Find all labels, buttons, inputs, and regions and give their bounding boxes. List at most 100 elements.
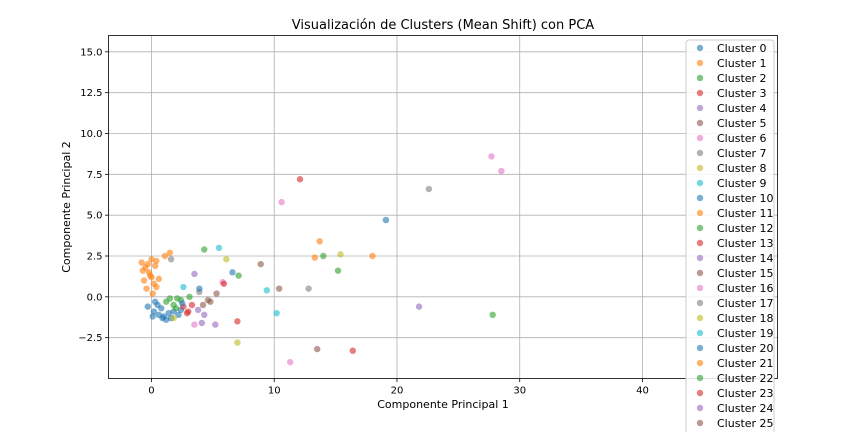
legend-marker xyxy=(696,359,704,367)
data-point xyxy=(178,300,186,307)
data-point xyxy=(425,185,433,193)
data-point xyxy=(213,290,220,297)
legend-entry: Cluster 3 xyxy=(717,87,767,100)
legend-marker xyxy=(696,164,704,172)
legend-entry: Cluster 6 xyxy=(717,132,767,145)
y-tick-label: 15.0 xyxy=(80,47,102,58)
data-point xyxy=(234,339,241,346)
data-point xyxy=(201,246,208,253)
data-point xyxy=(151,262,159,269)
axis-ticks: 0 10 20 30 40 −2.5 0.0 2.5 5.0 7.5 10.0 12.5 15.0 xyxy=(78,47,649,396)
legend-marker xyxy=(696,104,704,112)
data-point xyxy=(263,287,271,294)
legend-box xyxy=(685,39,775,432)
data-point xyxy=(234,318,241,325)
legend-entry: Cluster 4 xyxy=(717,102,767,115)
y-tick-label: 2.5 xyxy=(87,252,103,263)
data-point xyxy=(257,260,264,268)
data-point xyxy=(334,267,342,274)
legend-entry: Cluster 15 xyxy=(717,267,774,280)
data-point xyxy=(154,301,161,309)
data-point xyxy=(235,272,242,279)
data-point xyxy=(153,283,160,291)
data-point xyxy=(174,295,181,302)
data-point xyxy=(369,252,376,260)
data-point xyxy=(313,345,321,353)
legend: Cluster 0 Cluster 1 Cluster 2 Cluster 3 Clus… xyxy=(685,39,775,432)
legend-marker xyxy=(696,344,704,352)
legend-marker xyxy=(696,374,704,382)
data-point xyxy=(320,252,327,260)
data-point xyxy=(166,249,174,256)
y-tick-label: 12.5 xyxy=(80,88,102,99)
data-point xyxy=(183,309,191,317)
data-point xyxy=(223,256,230,263)
legend-entry: Cluster 24 xyxy=(717,402,774,415)
data-point xyxy=(175,311,182,318)
data-point xyxy=(196,285,203,292)
grid-lines xyxy=(108,35,778,379)
data-point xyxy=(337,251,344,258)
legend-marker xyxy=(696,44,704,52)
legend-marker xyxy=(696,284,704,292)
y-tick-label: 10.0 xyxy=(80,129,102,140)
legend-entry: Cluster 16 xyxy=(717,282,774,295)
legend-entry: Cluster 5 xyxy=(717,117,767,130)
data-point xyxy=(144,260,151,268)
data-point xyxy=(488,153,495,160)
legend-entry: Cluster 13 xyxy=(717,237,774,250)
legend-entry: Cluster 17 xyxy=(717,297,774,310)
x-tick-label: 10 xyxy=(268,386,281,397)
data-point xyxy=(170,314,177,322)
data-point xyxy=(316,238,323,245)
data-point xyxy=(415,303,423,310)
data-point xyxy=(498,167,505,175)
legend-marker xyxy=(696,269,704,277)
legend-entry: Cluster 11 xyxy=(717,207,774,220)
legend-marker xyxy=(696,419,704,427)
y-axis-label: Componente Principal 2 xyxy=(60,141,73,273)
data-point xyxy=(215,244,223,252)
data-point xyxy=(149,313,156,320)
legend-entry: Cluster 10 xyxy=(717,192,774,205)
chart-title: Visualización de Clusters (Mean Shift) c… xyxy=(292,18,594,33)
data-point xyxy=(212,321,219,328)
legend-marker xyxy=(696,404,704,412)
data-point xyxy=(153,257,160,265)
data-point xyxy=(204,296,212,304)
legend-entry: Cluster 23 xyxy=(717,387,774,400)
legend-marker xyxy=(696,389,704,397)
legend-entry: Cluster 0 xyxy=(717,42,767,55)
legend-marker xyxy=(696,329,704,337)
data-point xyxy=(150,308,158,315)
legend-marker xyxy=(696,134,704,142)
x-tick-label: 20 xyxy=(391,386,404,397)
plot-frame xyxy=(108,35,778,379)
legend-entry: Cluster 14 xyxy=(717,252,774,265)
data-point xyxy=(349,347,356,354)
data-point xyxy=(275,285,283,292)
data-points xyxy=(138,153,505,366)
legend-entry: Cluster 8 xyxy=(717,162,767,175)
data-point xyxy=(278,198,285,206)
legend-entry: Cluster 21 xyxy=(717,357,774,370)
legend-marker xyxy=(696,254,704,262)
data-point xyxy=(229,269,236,276)
data-point xyxy=(167,256,175,263)
legend-entry: Cluster 1 xyxy=(717,57,767,70)
data-point xyxy=(489,311,496,318)
data-point xyxy=(201,311,208,318)
legend-entry: Cluster 18 xyxy=(717,312,774,325)
data-point xyxy=(147,272,154,279)
data-point xyxy=(220,280,228,287)
data-point xyxy=(139,267,147,274)
legend-marker xyxy=(696,119,704,127)
legend-marker xyxy=(696,89,704,97)
legend-entry: Cluster 9 xyxy=(717,177,767,190)
data-point xyxy=(199,301,207,309)
legend-marker xyxy=(696,74,704,82)
x-tick-label: 30 xyxy=(513,386,526,397)
legend-marker xyxy=(696,149,704,157)
legend-marker xyxy=(696,314,704,322)
data-point xyxy=(191,270,198,278)
